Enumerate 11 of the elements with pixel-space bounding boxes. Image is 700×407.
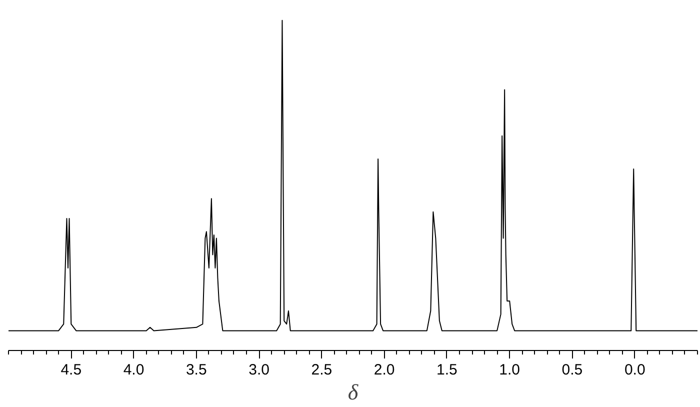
- x-tick-label: 1.0: [499, 362, 520, 378]
- x-tick-label: 1.5: [436, 362, 458, 378]
- x-tick-label: 0.0: [624, 362, 646, 378]
- x-tick-label: 4.0: [123, 362, 144, 378]
- x-tick-label: 3.0: [248, 362, 270, 378]
- x-tick-label: 0.5: [562, 362, 583, 378]
- x-tick-label: 4.5: [60, 362, 82, 378]
- x-tick-label: 2.0: [374, 362, 395, 378]
- x-axis-title: δ: [348, 380, 359, 404]
- x-tick-label: 2.5: [311, 362, 332, 378]
- x-tick-label: 3.5: [186, 362, 207, 378]
